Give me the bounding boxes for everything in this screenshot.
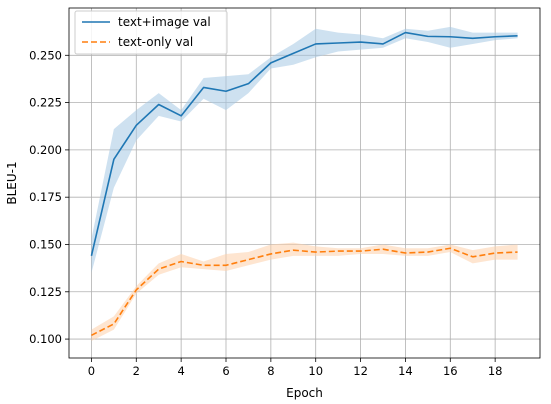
x-tick-label: 0	[88, 364, 95, 378]
y-tick-label: 0.100	[29, 332, 62, 346]
y-tick-label: 0.225	[29, 96, 62, 110]
plot-frame	[68, 7, 541, 359]
confidence-bands	[91, 26, 518, 341]
series-lines	[90, 31, 518, 337]
confidence-band-0	[91, 26, 518, 273]
y-tick-label: 0.200	[29, 143, 62, 157]
x-tick-label: 4	[177, 364, 184, 378]
series-line-0	[90, 31, 518, 257]
x-tick-label: 18	[488, 364, 503, 378]
y-axis-label: BLEU-1	[5, 161, 19, 204]
y-tick-label: 0.125	[29, 285, 62, 299]
x-tick-label: 16	[443, 364, 458, 378]
y-tick-label: 0.175	[29, 190, 62, 204]
legend-label-text-only: text-only val	[118, 35, 193, 49]
legend: text+image val text-only val	[74, 10, 228, 55]
x-axis: 0 2 4 6 8 10 12 14 16 18	[88, 358, 503, 378]
confidence-band-1	[91, 242, 518, 341]
y-axis: 0.100 0.125 0.150 0.175 0.200 0.225 0.250	[29, 48, 69, 346]
legend-box	[74, 10, 228, 55]
y-tick-label: 0.250	[29, 48, 62, 62]
x-tick-label: 14	[398, 364, 413, 378]
x-tick-label: 10	[308, 364, 323, 378]
y-tick-label: 0.150	[29, 237, 62, 251]
x-tick-label: 8	[267, 364, 274, 378]
series-line-1	[91, 247, 518, 337]
x-axis-label: Epoch	[286, 386, 323, 400]
legend-label-text-image: text+image val	[118, 15, 211, 29]
x-tick-label: 2	[133, 364, 140, 378]
x-tick-label: 12	[353, 364, 368, 378]
x-tick-label: 6	[222, 364, 229, 378]
